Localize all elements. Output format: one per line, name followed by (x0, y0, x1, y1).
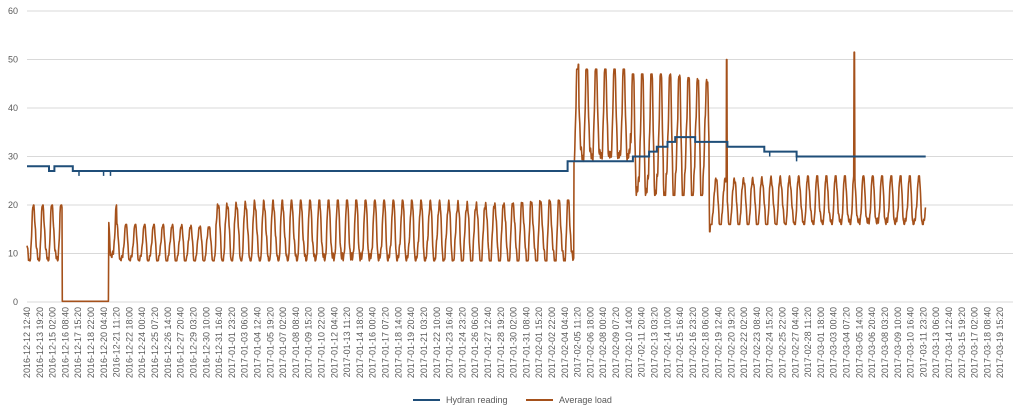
x-tick-label: 2017-01-08 08:40 (291, 307, 301, 378)
x-tick-label: 2016-12-18 22:00 (86, 307, 96, 378)
x-tick-label: 2017-03-14 12:40 (944, 307, 954, 378)
x-tick-label: 2017-03-04 07:20 (842, 307, 852, 378)
x-tick-label: 2016-12-24 00:40 (137, 307, 147, 378)
x-tick-label: 2017-01-24 23:20 (457, 307, 467, 378)
x-tick-label: 2017-02-08 00:40 (598, 307, 608, 378)
x-tick-label: 2017-02-22 02:00 (739, 307, 749, 378)
x-tick-label: 2017-02-18 06:00 (701, 307, 711, 378)
x-tick-label: 2017-02-27 04:40 (790, 307, 800, 378)
x-tick-label: 2017-02-13 03:20 (649, 307, 659, 378)
x-tick-label: 2017-03-05 14:00 (854, 307, 864, 378)
x-tick-label: 2017-02-14 10:00 (662, 307, 672, 378)
x-tick-label: 2016-12-26 14:00 (163, 307, 173, 378)
x-tick-label: 2017-03-19 15:20 (995, 307, 1005, 378)
x-tick-label: 2016-12-27 20:40 (176, 307, 186, 378)
x-tick-label: 2017-01-21 03:20 (419, 307, 429, 378)
x-tick-label: 2017-02-28 11:20 (803, 307, 813, 377)
y-tick-label: 60 (8, 6, 18, 16)
x-tick-label: 2016-12-12 12:40 (22, 307, 32, 378)
x-tick-label: 2017-01-30 02:00 (509, 307, 519, 378)
gridlines (27, 10, 1013, 303)
series-line-hydran-reading (27, 136, 926, 172)
x-tick-label: 2017-01-10 22:00 (317, 307, 327, 378)
x-tick-label: 2017-01-28 19:20 (496, 307, 506, 378)
y-tick-label: 30 (8, 152, 18, 162)
x-tick-label: 2017-03-10 16:40 (906, 307, 916, 378)
x-tick-label: 2017-02-16 23:20 (688, 307, 698, 378)
x-tick-label: 2016-12-31 16:40 (214, 307, 224, 378)
x-tick-label: 2017-01-16 00:40 (368, 307, 378, 378)
y-tick-label: 40 (8, 103, 18, 113)
x-tick-label: 2016-12-21 11:20 (112, 307, 122, 377)
x-tick-label: 2017-01-27 12:40 (483, 307, 493, 378)
x-tick-label: 2017-01-26 06:00 (470, 307, 480, 378)
x-tick-label: 2017-01-31 08:40 (521, 307, 531, 378)
x-tick-label: 2016-12-20 04:40 (99, 307, 109, 378)
x-tick-label: 2016-12-25 07:20 (150, 307, 160, 378)
x-tick-label: 2017-03-06 20:40 (867, 307, 877, 378)
x-axis: 2016-12-12 12:40 2016-12-13 19:20 2016-12-… (22, 307, 1005, 378)
x-tick-label: 2016-12-30 10:00 (201, 307, 211, 378)
x-tick-label: 2017-02-10 14:00 (624, 307, 634, 378)
x-tick-label: 2016-12-17 15:20 (73, 307, 83, 378)
x-tick-label: 2017-02-02 22:00 (547, 307, 557, 378)
x-tick-label: 2017-01-07 02:00 (278, 307, 288, 378)
x-tick-label: 2017-03-03 00:40 (829, 307, 839, 378)
x-tick-label: 2017-03-18 08:40 (982, 307, 992, 378)
x-tick-label: 2017-02-20 19:20 (726, 307, 736, 378)
x-tick-label: 2017-03-11 23:20 (918, 307, 928, 377)
x-tick-label: 2017-02-23 08:40 (752, 307, 762, 378)
x-tick-label: 2017-02-24 15:20 (765, 307, 775, 378)
y-tick-label: 20 (8, 200, 18, 210)
legend: Hydran reading Average load (413, 395, 612, 405)
y-tick-label: 50 (8, 55, 18, 65)
x-tick-label: 2017-01-05 19:20 (265, 307, 275, 378)
x-tick-label: 2016-12-22 18:00 (124, 307, 134, 378)
x-tick-label: 2017-03-15 19:20 (957, 307, 967, 378)
x-tick-label: 2017-02-15 16:40 (675, 307, 685, 378)
x-tick-label: 2017-03-17 02:00 (970, 307, 980, 378)
x-tick-label: 2017-03-09 10:00 (893, 307, 903, 378)
x-tick-label: 2017-02-25 22:00 (778, 307, 788, 378)
x-tick-label: 2017-01-01 23:20 (227, 307, 237, 378)
x-tick-label: 2016-12-16 08:40 (60, 307, 70, 378)
x-tick-label: 2017-01-12 04:40 (329, 307, 339, 378)
x-tick-label: 2017-01-19 20:40 (406, 307, 416, 378)
x-tick-label: 2017-03-08 03:20 (880, 307, 890, 378)
x-tick-label: 2016-12-15 02:00 (48, 307, 58, 378)
x-tick-label: 2017-02-04 04:40 (560, 307, 570, 378)
series-line-average-load (26, 51, 927, 303)
x-tick-label: 2017-01-04 12:40 (252, 307, 262, 378)
x-tick-label: 2017-01-17 07:20 (381, 307, 391, 378)
x-tick-label: 2017-02-06 18:00 (585, 307, 595, 378)
x-tick-label: 2016-12-29 03:20 (188, 307, 198, 378)
x-tick-label: 2017-02-05 11:20 (573, 307, 583, 377)
legend-label-hydran-reading: Hydran reading (446, 395, 508, 405)
x-tick-label: 2017-01-09 15:20 (304, 307, 314, 378)
x-tick-label: 2017-02-11 20:40 (637, 307, 647, 377)
x-tick-label: 2017-01-23 16:40 (445, 307, 455, 378)
y-tick-label: 10 (8, 249, 18, 259)
y-axis: 0 10 20 30 40 50 60 (8, 6, 18, 307)
x-tick-label: 2017-02-01 15:20 (534, 307, 544, 378)
x-tick-label: 2017-03-13 06:00 (931, 307, 941, 378)
legend-label-average-load: Average load (559, 395, 612, 405)
x-tick-label: 2017-01-22 10:00 (432, 307, 442, 378)
x-tick-label: 2017-01-03 06:00 (240, 307, 250, 378)
x-tick-label: 2017-03-01 18:00 (816, 307, 826, 378)
x-tick-label: 2017-01-14 18:00 (355, 307, 365, 378)
x-tick-label: 2017-02-19 12:40 (713, 307, 723, 378)
series-lines (26, 51, 927, 303)
x-tick-label: 2017-02-09 07:20 (611, 307, 621, 378)
x-tick-label: 2016-12-13 19:20 (35, 307, 45, 378)
x-tick-label: 2017-01-13 11:20 (342, 307, 352, 377)
x-tick-label: 2017-01-18 14:00 (393, 307, 403, 378)
y-tick-label: 0 (13, 297, 18, 307)
